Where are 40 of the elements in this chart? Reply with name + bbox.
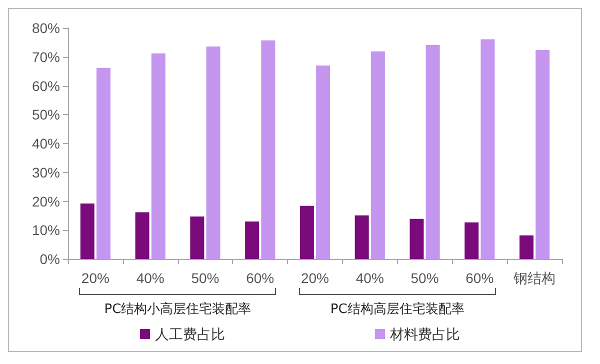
bar	[151, 53, 166, 259]
y-tick-label: 40%	[32, 136, 60, 152]
bar	[426, 45, 440, 259]
bar	[480, 39, 495, 259]
bar	[245, 221, 260, 259]
y-tick-label: 60%	[32, 78, 60, 94]
bar	[464, 222, 479, 259]
bar	[300, 206, 314, 259]
x-tick-label: 钢结构	[512, 270, 556, 286]
y-tick-label: 30%	[32, 164, 60, 180]
y-tick-label: 10%	[32, 222, 60, 238]
x-tick-label: 50%	[191, 270, 220, 286]
bar	[520, 235, 534, 259]
bar	[316, 66, 330, 259]
bar	[190, 216, 204, 259]
y-tick-label: 70%	[32, 48, 60, 65]
bar	[96, 68, 110, 259]
x-tick-label: 50%	[410, 270, 439, 286]
bar	[536, 50, 550, 259]
bar	[261, 40, 276, 259]
bar	[354, 215, 369, 259]
x-tick-label: 40%	[136, 270, 164, 286]
x-tick-label: 20%	[81, 270, 110, 286]
x-tick-label: 60%	[246, 270, 274, 286]
x-tick-label: 40%	[356, 270, 384, 286]
text: PC结构高层住宅装配率	[330, 301, 464, 318]
bar	[410, 218, 424, 259]
y-tick-label: 80%	[32, 20, 60, 36]
legend-label: 材料费占比	[389, 326, 460, 342]
y-tick-label: 50%	[32, 106, 60, 123]
x-tick-label: 20%	[300, 270, 330, 286]
text: PC结构小高层住宅装配率	[104, 301, 252, 318]
y-tick-label: 0%	[40, 251, 60, 267]
bar	[80, 204, 94, 259]
x-tick-label: 60%	[466, 270, 494, 286]
bar	[135, 212, 150, 259]
bar	[206, 46, 220, 259]
bar	[370, 51, 385, 259]
legend-label: 人工费占比	[155, 326, 225, 342]
y-tick-label: 20%	[32, 193, 60, 210]
